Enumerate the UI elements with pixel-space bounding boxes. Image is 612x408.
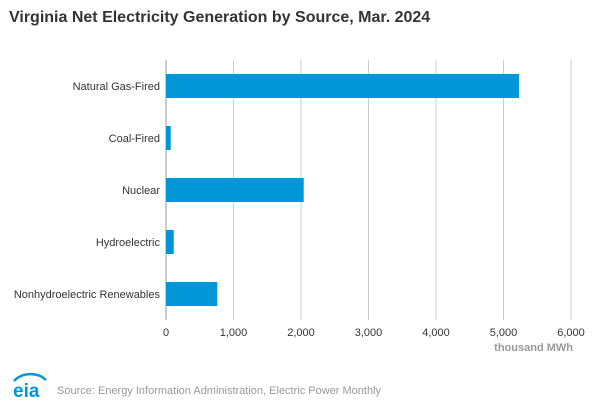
category-label: Hydroelectric — [96, 237, 161, 249]
x-axis-ticks: 0 1,000 2,000 3,000 4,000 5,000 6,000 — [163, 327, 585, 339]
x-tick-label: 5,000 — [490, 327, 518, 339]
source-note: Source: Energy Information Administratio… — [57, 385, 382, 397]
x-tick-label: 3,000 — [355, 327, 383, 339]
category-label: Natural Gas-Fired — [73, 81, 160, 93]
category-label: Nonhydroelectric Renewables — [14, 289, 161, 301]
category-labels: Natural Gas-Fired Coal-Fired Nuclear Hydroe… — [14, 81, 161, 301]
bar — [166, 126, 171, 150]
x-axis-label: thousand MWh — [494, 342, 573, 354]
bar-chart: Natural Gas-Fired Coal-Fired Nuclear Hydroe… — [14, 60, 585, 354]
x-tick-label: 2,000 — [287, 327, 315, 339]
category-label: Coal-Fired — [109, 133, 160, 145]
eia-logo-icon: eia — [13, 373, 47, 399]
bar — [166, 230, 174, 254]
x-tick-label: 0 — [163, 327, 169, 339]
bar — [166, 74, 520, 98]
category-label: Nuclear — [122, 185, 160, 197]
bars — [166, 74, 520, 306]
bar — [166, 178, 304, 202]
x-tick-label: 6,000 — [557, 327, 585, 339]
eia-logo: eia — [12, 373, 48, 399]
x-tick-label: 4,000 — [422, 327, 450, 339]
bar — [166, 282, 218, 306]
x-tick-label: 1,000 — [220, 327, 248, 339]
eia-logo-text: eia — [13, 381, 40, 399]
chart-title: Virginia Net Electricity Generation by S… — [9, 9, 431, 26]
